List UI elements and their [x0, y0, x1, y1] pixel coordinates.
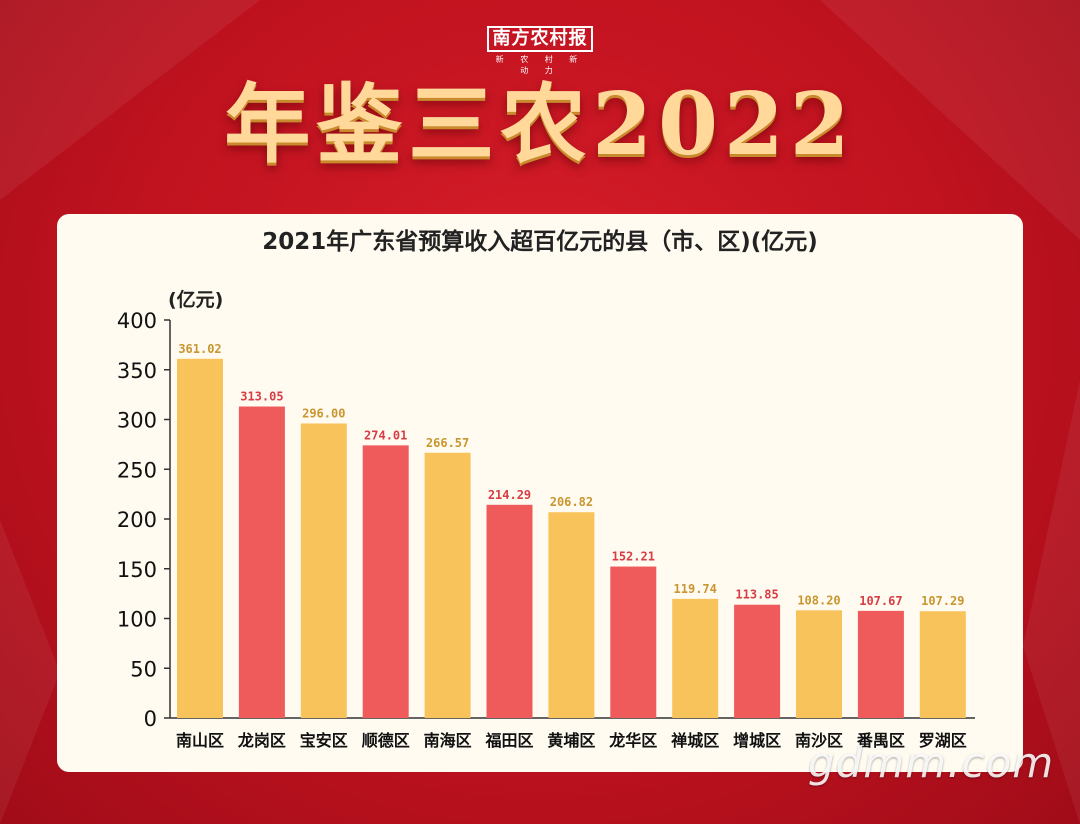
y-axis-label: (亿元) — [168, 288, 223, 311]
chart-title: 2021年广东省预算收入超百亿元的县（市、区)(亿元) — [262, 229, 818, 255]
x-tick-label: 南沙区 — [795, 731, 843, 750]
bar — [734, 604, 781, 718]
bar — [362, 445, 409, 718]
bar-value-label: 274.01 — [364, 428, 407, 442]
y-tick-label: 400 — [117, 309, 157, 333]
page-headline: 年鉴三农2022 — [224, 74, 856, 175]
y-tick-label: 50 — [130, 657, 157, 681]
newspaper-slogan: 新 农 村 新 动 力 — [495, 55, 585, 75]
bar-value-label: 108.20 — [797, 593, 840, 607]
bar-value-label: 152.21 — [612, 550, 655, 564]
bar-value-label: 206.82 — [550, 495, 593, 509]
bar — [548, 512, 595, 718]
bar — [177, 358, 223, 718]
x-tick-label: 黄埔区 — [547, 731, 595, 750]
bar — [238, 406, 285, 718]
bar-value-label: 119.74 — [674, 582, 717, 596]
bar — [300, 423, 347, 718]
x-tick-label: 宝安区 — [300, 731, 348, 750]
bar — [486, 504, 533, 718]
y-tick-label: 150 — [117, 558, 157, 582]
bar-value-label: 113.85 — [735, 588, 778, 602]
x-tick-label: 龙岗区 — [237, 731, 286, 750]
y-tick-label: 250 — [117, 458, 157, 482]
bar — [424, 452, 471, 718]
x-tick-label: 南山区 — [176, 731, 224, 750]
x-tick-label: 福田区 — [484, 731, 533, 750]
bar-value-label: 107.29 — [921, 594, 964, 608]
bar-value-label: 313.05 — [240, 390, 283, 404]
x-tick-label: 罗湖区 — [919, 731, 967, 750]
bar-value-label: 296.00 — [302, 406, 345, 420]
y-tick-label: 300 — [117, 409, 157, 433]
y-tick-label: 100 — [117, 608, 157, 632]
x-tick-label: 顺德区 — [362, 731, 410, 750]
bar-value-label: 214.29 — [488, 488, 531, 502]
bar — [796, 610, 842, 718]
x-tick-label: 南海区 — [424, 731, 472, 750]
newspaper-logo: 南方农村报 — [487, 26, 593, 52]
bar-value-label: 266.57 — [426, 436, 469, 450]
bar — [857, 610, 904, 718]
bar — [919, 611, 966, 718]
y-tick-label: 200 — [117, 508, 157, 532]
x-tick-label: 番禺区 — [856, 731, 905, 750]
bar — [672, 598, 719, 718]
watermark: gdmm.com — [808, 738, 1055, 787]
y-tick-label: 0 — [144, 707, 157, 731]
x-tick-label: 增城区 — [733, 731, 781, 750]
x-tick-label: 龙华区 — [608, 731, 657, 750]
y-tick-label: 350 — [117, 359, 157, 383]
bar-value-label: 107.67 — [859, 594, 902, 608]
x-tick-label: 禅城区 — [670, 731, 719, 750]
bar-value-label: 361.02 — [178, 342, 221, 356]
bar — [610, 566, 657, 718]
